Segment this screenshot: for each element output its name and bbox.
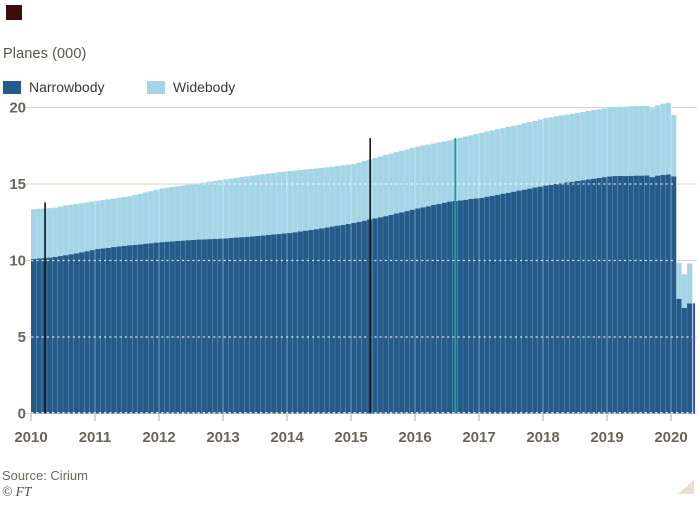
svg-text:15: 15 [9,176,26,193]
svg-text:2016: 2016 [398,429,431,446]
svg-text:5: 5 [18,329,26,346]
narrowbody-swatch-icon [3,80,21,94]
x-axis-labels: 2010 2011 2012 2013 2014 2015 2016 2017 2018 2019… [14,429,687,446]
x-axis-ticks [30,413,672,421]
corner-mark [6,5,22,20]
svg-text:10: 10 [9,253,26,270]
corner-triangle-icon [678,480,694,494]
svg-text:0: 0 [18,406,26,423]
legend-label-widebody: Widebody [173,79,236,95]
svg-text:2014: 2014 [270,429,304,446]
svg-text:2017: 2017 [462,429,495,446]
grid-overlay [31,102,693,414]
legend: Narrowbody Widebody [3,79,697,95]
y-axis-labels: 0 5 10 15 20 [9,100,26,423]
svg-text:2015: 2015 [334,429,367,446]
svg-text:2011: 2011 [79,429,112,446]
legend-item-widebody: Widebody [147,79,235,95]
widebody-swatch-icon [147,80,165,94]
legend-item-narrowbody: Narrowbody [3,79,104,95]
ft-logo: © FT [2,484,32,499]
svg-text:2020: 2020 [654,429,687,446]
narrowbody-area [31,174,693,414]
legend-label-narrowbody: Narrowbody [29,79,105,95]
svg-text:2019: 2019 [590,429,623,446]
chart-title: Planes (000) [3,46,87,62]
svg-text:2010: 2010 [14,429,47,446]
widebody-area [31,102,693,308]
source-note: Source: Cirium [2,468,88,483]
annotation-lines [44,138,695,414]
svg-text:2012: 2012 [142,429,175,446]
svg-text:2013: 2013 [206,429,239,446]
svg-text:2018: 2018 [526,429,559,446]
svg-text:20: 20 [9,100,26,117]
